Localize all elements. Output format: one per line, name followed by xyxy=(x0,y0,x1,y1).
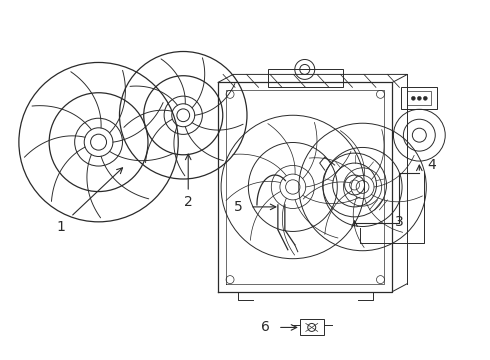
Text: 5: 5 xyxy=(234,200,243,214)
Bar xyxy=(401,87,437,109)
Circle shape xyxy=(412,96,416,100)
Bar xyxy=(407,91,431,105)
Text: 6: 6 xyxy=(262,320,270,334)
Bar xyxy=(268,69,343,87)
Text: 2: 2 xyxy=(184,195,193,209)
Text: 4: 4 xyxy=(427,158,436,172)
Circle shape xyxy=(423,96,427,100)
Text: 3: 3 xyxy=(395,215,404,229)
Bar xyxy=(300,319,324,336)
Circle shape xyxy=(417,96,421,100)
Text: 1: 1 xyxy=(56,220,65,234)
